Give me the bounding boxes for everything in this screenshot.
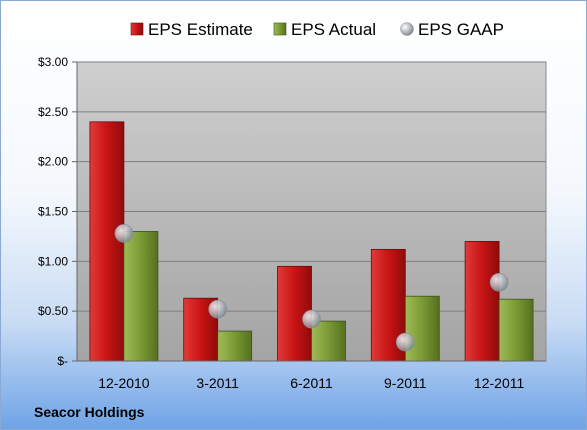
x-category-label: 6-2011 xyxy=(290,375,333,391)
y-tick-label: $0.50 xyxy=(38,304,68,318)
company-name: Seacor Holdings xyxy=(34,404,145,420)
legend-swatch xyxy=(273,22,287,36)
marker-eps-gaap xyxy=(489,272,509,292)
legend-swatch xyxy=(130,22,144,36)
gaap-markers xyxy=(114,224,509,352)
marker-eps-gaap xyxy=(302,309,321,329)
x-category-label: 3-2011 xyxy=(196,375,239,391)
x-category-label: 12-2010 xyxy=(98,375,150,391)
bar-eps-actual xyxy=(404,295,440,362)
y-tick-label: $2.00 xyxy=(38,155,68,169)
y-tick-label: $1.50 xyxy=(38,205,68,219)
legend-label: EPS Estimate xyxy=(148,20,253,39)
bar-eps-actual xyxy=(498,298,534,362)
x-category-label: 12-2011 xyxy=(474,375,525,391)
legend: EPS Estimate EPS Actual EPS GAAP xyxy=(130,20,504,39)
marker-eps-gaap xyxy=(114,224,134,243)
bar-eps-actual xyxy=(217,330,253,362)
y-tick-label: $2.50 xyxy=(38,105,68,119)
bar-eps-estimate xyxy=(464,240,500,362)
bar-eps-estimate xyxy=(89,121,125,362)
axes: $- $0.50 $1.00 $1.50 $2.00 $2.50 $3.00 12-2010 3… xyxy=(38,55,546,391)
bar-eps-actual xyxy=(123,231,159,362)
legend-swatch xyxy=(400,22,414,36)
y-tick-label: $3.00 xyxy=(38,55,68,69)
marker-eps-gaap xyxy=(208,299,227,319)
y-tick-label: $1.00 xyxy=(38,254,68,268)
marker-eps-gaap xyxy=(395,332,415,352)
legend-label: EPS Actual xyxy=(291,20,376,39)
bars xyxy=(89,121,534,362)
bar-eps-actual xyxy=(311,320,346,362)
legend-label: EPS GAAP xyxy=(418,20,504,39)
y-tick-label: $- xyxy=(57,354,68,368)
x-category-label: 9-2011 xyxy=(384,375,427,391)
